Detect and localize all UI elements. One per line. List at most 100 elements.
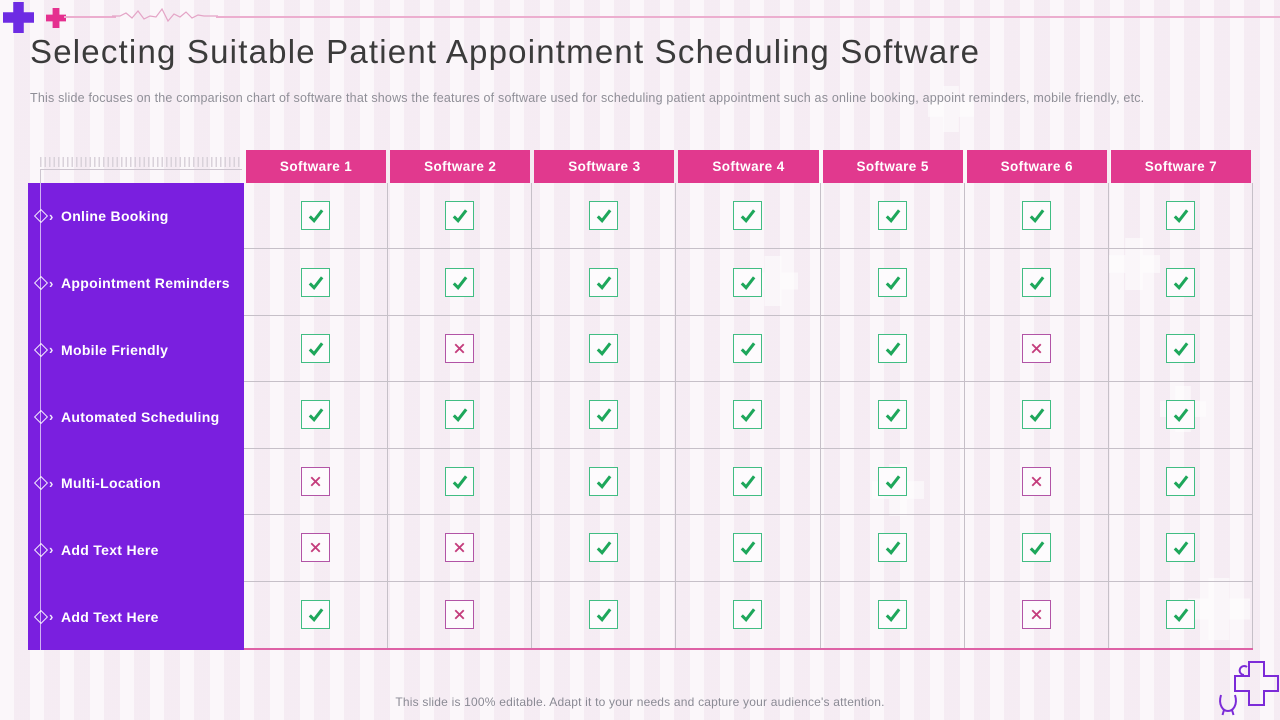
check-icon (877, 466, 907, 496)
check-icon (445, 400, 475, 430)
table-cell (820, 183, 965, 250)
table-cell (532, 315, 677, 383)
chevron-icon: › (49, 542, 54, 558)
check-icon (589, 400, 619, 430)
table-cell (676, 249, 821, 316)
check-icon (301, 267, 331, 297)
chevron-icon: › (49, 475, 54, 491)
table-cell (964, 315, 1109, 383)
check-icon (877, 400, 907, 430)
column-header: Software 7 (1109, 150, 1253, 183)
table-cell (388, 515, 533, 582)
table-cell (676, 515, 821, 582)
column-header-label: Software 5 (822, 150, 963, 183)
table-cell (388, 183, 533, 250)
table-cell (388, 315, 533, 383)
check-icon (589, 600, 619, 630)
table-cell (964, 183, 1109, 250)
cross-icon (1021, 600, 1051, 630)
table-cell (1108, 382, 1253, 449)
table-cell (1108, 249, 1253, 316)
feature-label: Add Text Here (61, 608, 159, 625)
table-cell (676, 183, 821, 250)
table-cell (244, 515, 389, 582)
column-header: Software 6 (965, 150, 1109, 183)
check-icon (445, 201, 475, 231)
table-cell (532, 249, 677, 316)
column-header-label: Software 1 (246, 150, 387, 183)
table-cell (676, 448, 821, 516)
check-icon (445, 267, 475, 297)
table-cell (821, 581, 965, 648)
check-icon (1165, 201, 1195, 231)
divider-line (64, 16, 116, 18)
check-icon (589, 201, 619, 231)
check-icon (301, 334, 331, 364)
table-cell (676, 382, 821, 449)
table-cell (820, 448, 965, 516)
check-icon (733, 533, 763, 563)
watermark-plus-icon (928, 86, 974, 132)
table-cell (532, 581, 677, 648)
check-icon (877, 267, 907, 297)
page-title: Selecting Suitable Patient Appointment S… (30, 33, 981, 70)
cross-icon (445, 334, 475, 364)
check-icon (1165, 466, 1195, 496)
feature-row: › Add Text Here (28, 517, 244, 584)
feature-row: › Mobile Friendly (28, 316, 244, 383)
feature-row: › Multi-Location (28, 450, 244, 517)
table-cell (532, 448, 677, 516)
column-header-label: Software 6 (966, 150, 1107, 183)
column-header: Software 2 (388, 150, 532, 183)
check-icon (301, 400, 331, 430)
check-icon (1021, 400, 1051, 430)
check-icon (1021, 533, 1051, 563)
table-cell (388, 382, 533, 449)
check-icon (733, 334, 763, 364)
check-icon (877, 533, 907, 563)
check-icon (589, 533, 619, 563)
feature-row: › Online Booking (28, 183, 244, 250)
table-grid (244, 183, 1253, 650)
watermark-plus-icon (1108, 238, 1160, 290)
chevron-icon: › (49, 208, 54, 224)
check-icon (589, 466, 619, 496)
divider-line (216, 16, 1280, 18)
check-icon (733, 466, 763, 496)
table-cell (1109, 581, 1253, 648)
diamond-bullet-icon (33, 209, 49, 224)
table-cell (244, 249, 389, 316)
chevron-icon: › (49, 342, 54, 358)
table-cell (820, 515, 965, 582)
column-header: Software 5 (821, 150, 965, 183)
diamond-bullet-icon (33, 409, 49, 424)
cross-icon (445, 533, 475, 563)
table-header-row: Software 1 Software 2 Software 3 Software 4… (244, 150, 1253, 183)
table-cell (676, 315, 821, 383)
table-cell (965, 581, 1109, 648)
table-cell (1108, 448, 1253, 516)
column-header: Software 4 (676, 150, 820, 183)
feature-row: › Automated Scheduling (28, 383, 244, 450)
feature-row: › Add Text Here (28, 583, 244, 650)
feature-sidebar: › Online Booking › Appointment Reminders › Mo… (28, 183, 244, 650)
table-cell (820, 249, 965, 316)
column-header-label: Software 3 (534, 150, 675, 183)
feature-row: › Appointment Reminders (28, 250, 244, 317)
ruler-comb-drop-line (40, 169, 41, 183)
check-icon (877, 201, 907, 231)
feature-label: Automated Scheduling (61, 408, 220, 425)
chevron-icon: › (49, 609, 54, 625)
chevron-icon: › (49, 275, 54, 291)
table-cell (1108, 183, 1253, 250)
column-header-label: Software 4 (678, 150, 819, 183)
column-header: Software 1 (244, 150, 388, 183)
table-cell (964, 382, 1109, 449)
check-icon (1021, 201, 1051, 231)
watermark-plus-icon (1188, 578, 1250, 640)
feature-label: Appointment Reminders (61, 275, 230, 292)
table-cell (532, 183, 677, 250)
diamond-bullet-icon (33, 476, 49, 491)
check-icon (1165, 267, 1195, 297)
